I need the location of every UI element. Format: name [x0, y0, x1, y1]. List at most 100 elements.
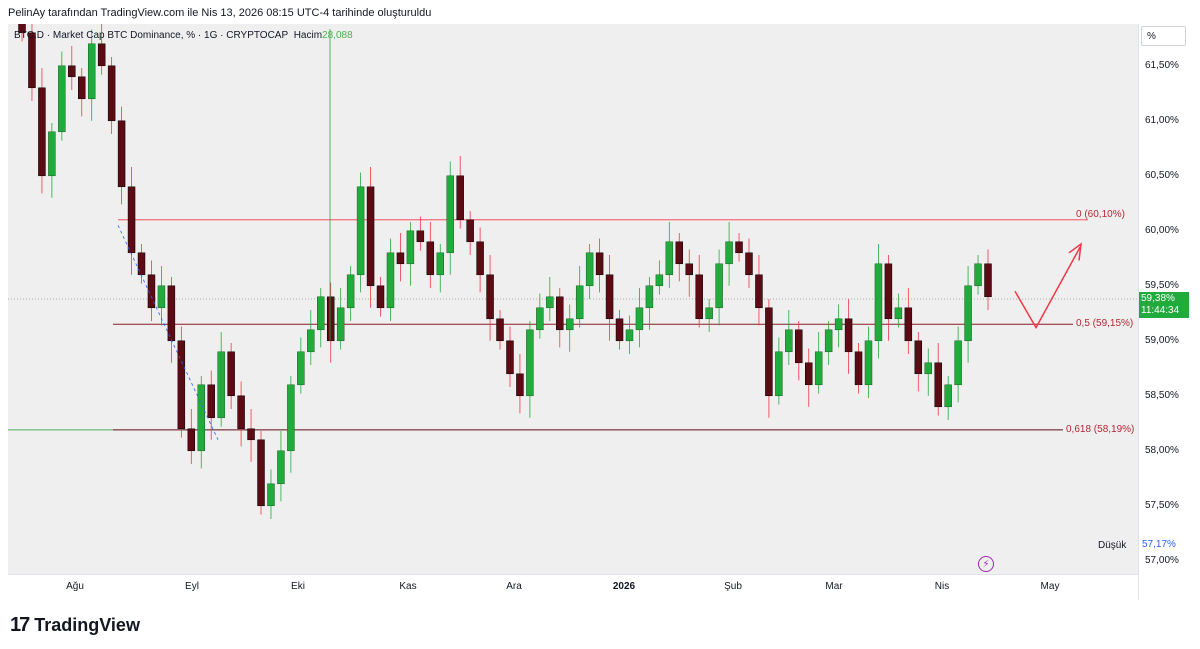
candle-down: [107, 65, 116, 122]
candle-up: [974, 263, 982, 287]
candle-down: [147, 274, 156, 309]
x-tick-label: Ağu: [66, 581, 84, 592]
candle-up: [87, 43, 96, 100]
low-label: Düşük: [1098, 540, 1127, 551]
candle-down: [685, 263, 693, 276]
last-price-value: 59,38%: [1141, 293, 1175, 304]
candle-up: [824, 329, 833, 353]
y-tick-label: 59,50%: [1145, 279, 1179, 291]
x-tick-label: Ara: [506, 581, 522, 592]
candle-down: [745, 252, 753, 276]
candle-down: [486, 274, 494, 320]
candle-down: [416, 230, 425, 243]
x-tick-label: Kas: [399, 581, 417, 592]
candle-down: [695, 274, 703, 320]
candle-up: [297, 351, 305, 386]
candle-down: [396, 252, 405, 265]
x-tick-label: Şub: [724, 581, 742, 592]
candle-down: [227, 351, 235, 397]
candle-down: [735, 241, 743, 254]
candle-up: [356, 186, 365, 276]
candle-down: [187, 428, 196, 452]
candle-down: [805, 362, 813, 386]
candle-down: [177, 340, 186, 430]
x-tick-label: Nis: [934, 581, 950, 592]
candle-down: [556, 296, 564, 331]
y-tick-label: 58,00%: [1145, 444, 1179, 456]
candle-down: [914, 340, 923, 375]
candle-up: [526, 329, 534, 397]
candle-down: [28, 32, 36, 89]
projection-arrow-head: [1068, 242, 1082, 261]
candle-up: [346, 274, 355, 309]
candle-up: [834, 318, 843, 331]
candle-down: [904, 307, 913, 342]
chart-frame[interactable]: BTC.D · Market Cap BTC Dominance, % · 1G…: [8, 24, 1193, 601]
y-tick-label: 57,50%: [1145, 499, 1179, 511]
candle-up: [705, 307, 713, 320]
candle-up: [575, 285, 584, 320]
fib-label-05: 0,5 (59,15%): [1076, 318, 1134, 330]
candle-up: [864, 340, 873, 386]
candle-up: [954, 340, 962, 386]
candle-down: [755, 274, 763, 309]
candle-down: [516, 373, 524, 397]
x-tick-label: Mar: [825, 581, 843, 592]
candle-down: [615, 318, 624, 342]
candle-up: [277, 450, 285, 485]
y-tick-label: 59,00%: [1145, 334, 1179, 346]
candle-down: [456, 175, 464, 221]
candle-down: [884, 263, 893, 320]
candle-up: [944, 384, 952, 408]
candle-up: [48, 131, 56, 177]
y-tick-label: 60,00%: [1145, 224, 1179, 236]
candle-down: [127, 186, 136, 254]
candle-down: [675, 241, 684, 265]
bar-countdown: 11:44:34: [1141, 305, 1180, 316]
candle-down: [476, 241, 484, 276]
chart-svg[interactable]: [8, 24, 1138, 574]
candle-up: [386, 252, 395, 309]
candle-up: [874, 263, 883, 342]
candle-down: [934, 362, 942, 408]
candle-up: [157, 285, 166, 309]
plot-area[interactable]: BTC.D · Market Cap BTC Dominance, % · 1G…: [8, 24, 1138, 574]
candle-down: [595, 252, 604, 276]
projection-arrow: [1014, 246, 1081, 330]
candle-down: [366, 186, 375, 287]
candle-down: [68, 65, 76, 78]
candle-down: [605, 274, 614, 320]
candle-down: [854, 351, 863, 386]
y-tick-label: 61,50%: [1145, 59, 1179, 71]
candle-down: [97, 43, 106, 67]
fib-label-0: 0 (60,10%): [1076, 208, 1125, 220]
candle-down: [765, 307, 773, 397]
candle-up: [446, 175, 454, 254]
candle-down: [326, 296, 335, 342]
y-tick-label: 57,00%: [1145, 554, 1179, 566]
unit-selector[interactable]: %: [1141, 26, 1186, 46]
candle-up: [536, 307, 544, 331]
y-tick-label: 61,00%: [1145, 114, 1179, 126]
candle-down: [257, 439, 265, 507]
legend-symbol: BTC.D · Market Cap BTC Dominance, % · 1G…: [14, 30, 289, 41]
candle-up: [307, 329, 315, 353]
tradingview-brand[interactable]: 17 TradingView: [10, 614, 140, 637]
candle-down: [38, 87, 46, 177]
candle-up: [894, 307, 903, 320]
y-tick-label: 58,50%: [1145, 389, 1179, 401]
candle-up: [814, 351, 823, 386]
candle-up: [436, 252, 445, 276]
lightning-icon[interactable]: ⚡: [978, 556, 994, 572]
candle-down: [207, 384, 215, 419]
candle-up: [267, 483, 275, 507]
candle-down: [78, 76, 86, 100]
candle-up: [775, 351, 783, 397]
legend-volume-label: Hacim: [293, 30, 323, 41]
candle-down: [247, 428, 255, 441]
candle-up: [625, 329, 634, 342]
time-axis[interactable]: [8, 574, 1138, 601]
x-tick-label: Eki: [291, 581, 305, 592]
brand-name: TradingView: [34, 615, 140, 635]
fib-label-0618: 0,618 (58,19%): [1066, 423, 1135, 435]
